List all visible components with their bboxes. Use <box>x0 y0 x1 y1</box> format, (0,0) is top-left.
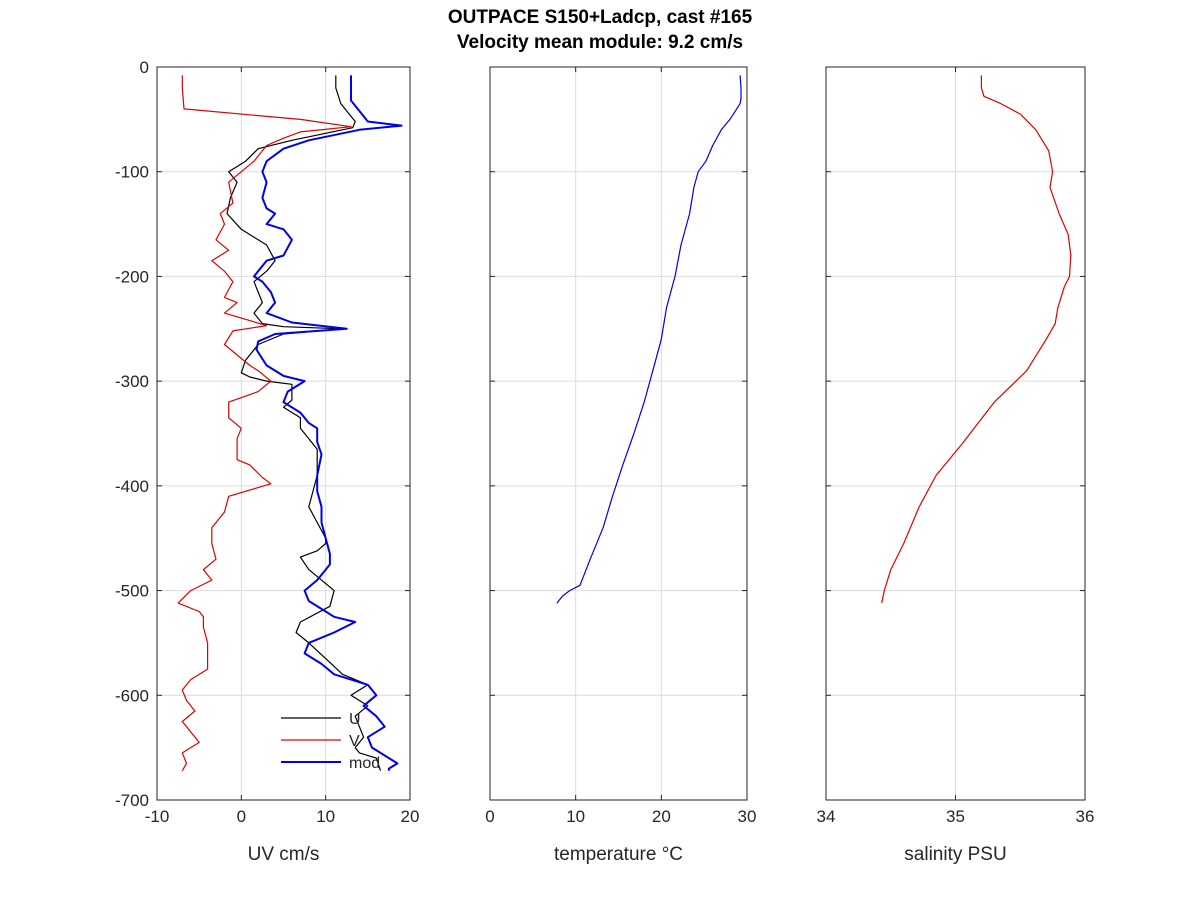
x-tick-label: -10 <box>145 807 170 826</box>
legend-label-mod: mod <box>349 755 380 772</box>
x-tick-label: 0 <box>237 807 246 826</box>
x-axis-label: temperature °C <box>554 844 683 865</box>
series-line-v <box>177 75 352 771</box>
chart-title: OUTPACE S150+Ladcp, cast #165 <box>447 7 753 28</box>
series-line-u <box>226 75 382 771</box>
x-tick-label: 30 <box>738 807 757 826</box>
series-line-salinity <box>881 75 1072 604</box>
y-tick-label: -300 <box>115 372 149 391</box>
x-tick-label: 0 <box>485 807 494 826</box>
x-tick-label: 10 <box>566 807 585 826</box>
legend-label-u: U <box>349 711 361 728</box>
series-line-mod <box>253 75 403 771</box>
y-tick-label: -600 <box>115 686 149 705</box>
y-tick-label: -400 <box>115 477 149 496</box>
y-tick-label: -200 <box>115 267 149 286</box>
axes-box <box>489 66 748 801</box>
y-tick-label: 0 <box>140 58 149 77</box>
x-tick-label: 35 <box>946 807 965 826</box>
x-tick-label: 20 <box>401 807 420 826</box>
x-tick-label: 10 <box>316 807 335 826</box>
x-tick-label: 36 <box>1076 807 1095 826</box>
x-axis-label: UV cm/s <box>248 844 320 865</box>
y-tick-label: -500 <box>115 582 149 601</box>
x-axis-label: salinity PSU <box>904 844 1006 865</box>
x-tick-label: 20 <box>652 807 671 826</box>
chart-subtitle: Velocity mean module: 9.2 cm/s <box>456 32 744 53</box>
y-tick-label: -700 <box>115 791 149 810</box>
x-tick-label: 34 <box>817 807 836 826</box>
axes-box <box>156 66 411 801</box>
y-tick-label: -100 <box>115 163 149 182</box>
series-line-temperature <box>556 75 742 604</box>
legend-label-v: V <box>349 733 360 750</box>
